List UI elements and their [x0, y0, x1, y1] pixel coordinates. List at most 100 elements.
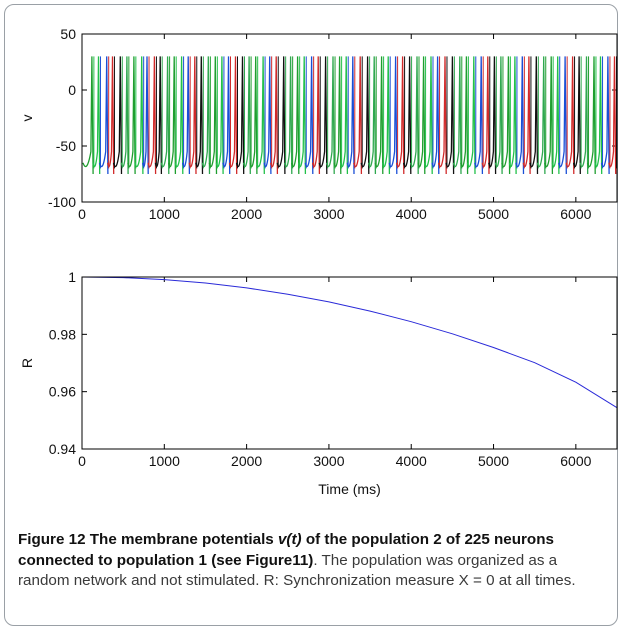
- spike-trace: [201, 56, 211, 175]
- bottom-plot-area: [82, 277, 617, 449]
- spike-trace: [311, 56, 321, 175]
- spike-trace: [276, 56, 286, 175]
- spike-trace: [608, 56, 617, 175]
- spike-trace: [452, 56, 462, 175]
- bottom-x-tick-label: 6000: [560, 453, 591, 469]
- top-y-tick-label: 0: [68, 82, 76, 98]
- spike-trace: [565, 56, 575, 175]
- spike-trace: [228, 56, 238, 175]
- spike-trace: [594, 56, 603, 175]
- spike-trace: [188, 56, 197, 175]
- spike-trace: [304, 56, 314, 175]
- spike-trace: [431, 56, 440, 175]
- spike-trace: [82, 56, 94, 175]
- spike-trace: [409, 56, 419, 175]
- bottom-y-tick-label: 1: [68, 269, 76, 285]
- top-x-tick-label: 6000: [560, 206, 591, 222]
- spike-trace: [222, 56, 231, 175]
- spike-trace: [284, 56, 293, 175]
- figure-caption: Figure 12 The membrane potentials v(t) o…: [18, 530, 608, 592]
- caption-label: Figure 12: [18, 531, 86, 548]
- spike-trace: [579, 56, 589, 175]
- spike-trace: [353, 56, 363, 175]
- caption-italic: v(t): [277, 531, 302, 548]
- spike-trace: [127, 56, 136, 175]
- bottom-x-axis-label: Time (ms): [318, 481, 380, 497]
- spike-trace: [208, 56, 218, 175]
- spike-trace: [346, 56, 355, 175]
- top-y-tick-label: -100: [48, 194, 76, 210]
- top-x-tick-label: 1000: [149, 206, 180, 222]
- spike-trace: [249, 56, 258, 175]
- spike-trace: [381, 56, 391, 175]
- sync-measure-line: [81, 276, 618, 409]
- spike-trace: [600, 56, 610, 175]
- spike-trace: [445, 56, 455, 175]
- spike-trace: [481, 56, 490, 175]
- spike-trace: [536, 56, 546, 175]
- bottom-axes-box: [81, 276, 618, 450]
- spike-trace: [235, 56, 245, 175]
- bottom-x-tick-label: 1000: [149, 453, 180, 469]
- top-x-tick-label: 0: [78, 206, 86, 222]
- spike-trace: [98, 56, 109, 175]
- spike-trace: [325, 56, 335, 175]
- top-x-tick-label: 4000: [396, 206, 427, 222]
- spike-trace: [318, 56, 328, 175]
- spike-trace: [167, 56, 177, 175]
- spike-trace: [402, 56, 412, 175]
- spike-trace: [558, 56, 567, 175]
- spike-trace: [134, 56, 144, 175]
- spike-trace: [339, 56, 349, 175]
- top-y-axis-label: v: [19, 115, 35, 122]
- spike-trace: [290, 56, 300, 175]
- spike-trace: [572, 56, 581, 175]
- caption-rest: . The population was organized as a rand…: [18, 551, 576, 590]
- bottom-x-tick-label: 3000: [313, 453, 344, 469]
- spike-trace: [501, 56, 511, 175]
- spike-trace: [437, 56, 447, 175]
- spike-trace: [142, 56, 149, 175]
- spike-trace: [92, 56, 101, 175]
- top-axes-box: [81, 33, 618, 203]
- spike-trace: [466, 56, 476, 175]
- spike-trace: [522, 56, 531, 175]
- bottom-y-axis-label: R: [19, 358, 35, 368]
- caption-bold-2: of the population 2 of 225 neurons conne…: [18, 531, 554, 569]
- spike-trace: [586, 56, 596, 175]
- spike-trace: [367, 56, 377, 175]
- spike-trace: [423, 56, 433, 175]
- spike-trace: [112, 56, 123, 175]
- spike-trace: [395, 56, 405, 175]
- spike-trace: [181, 56, 191, 175]
- spike-trace: [544, 56, 554, 175]
- bottom-x-tick-label: 4000: [396, 453, 427, 469]
- spike-trace: [107, 56, 115, 175]
- spike-trace: [529, 56, 539, 175]
- spike-trace: [474, 56, 484, 175]
- top-y-tick-label: 50: [60, 26, 76, 42]
- spike-trace: [160, 56, 170, 175]
- spike-trace: [297, 56, 307, 175]
- spike-trace: [154, 56, 163, 175]
- spike-trace: [256, 56, 265, 175]
- spike-trace: [374, 56, 384, 175]
- spike-trace: [270, 56, 279, 175]
- top-x-tick-label: 3000: [313, 206, 344, 222]
- top-y-tick-label: -50: [56, 138, 76, 154]
- bottom-y-tick-label: 0.96: [49, 384, 76, 400]
- spike-trace: [242, 56, 251, 175]
- bottom-y-tick-label: 0.94: [49, 441, 76, 457]
- spike-trace: [174, 56, 184, 175]
- spike-trace: [333, 56, 342, 175]
- top-x-tick-label: 5000: [478, 206, 509, 222]
- spike-trace: [417, 56, 426, 175]
- spike-trace: [488, 56, 497, 175]
- spike-trace: [195, 56, 204, 175]
- spike-trace: [494, 56, 503, 175]
- spike-trace: [263, 56, 272, 175]
- bottom-y-tick-label: 0.98: [49, 326, 76, 342]
- top-x-tick-label: 2000: [231, 206, 262, 222]
- spike-trace: [508, 56, 517, 175]
